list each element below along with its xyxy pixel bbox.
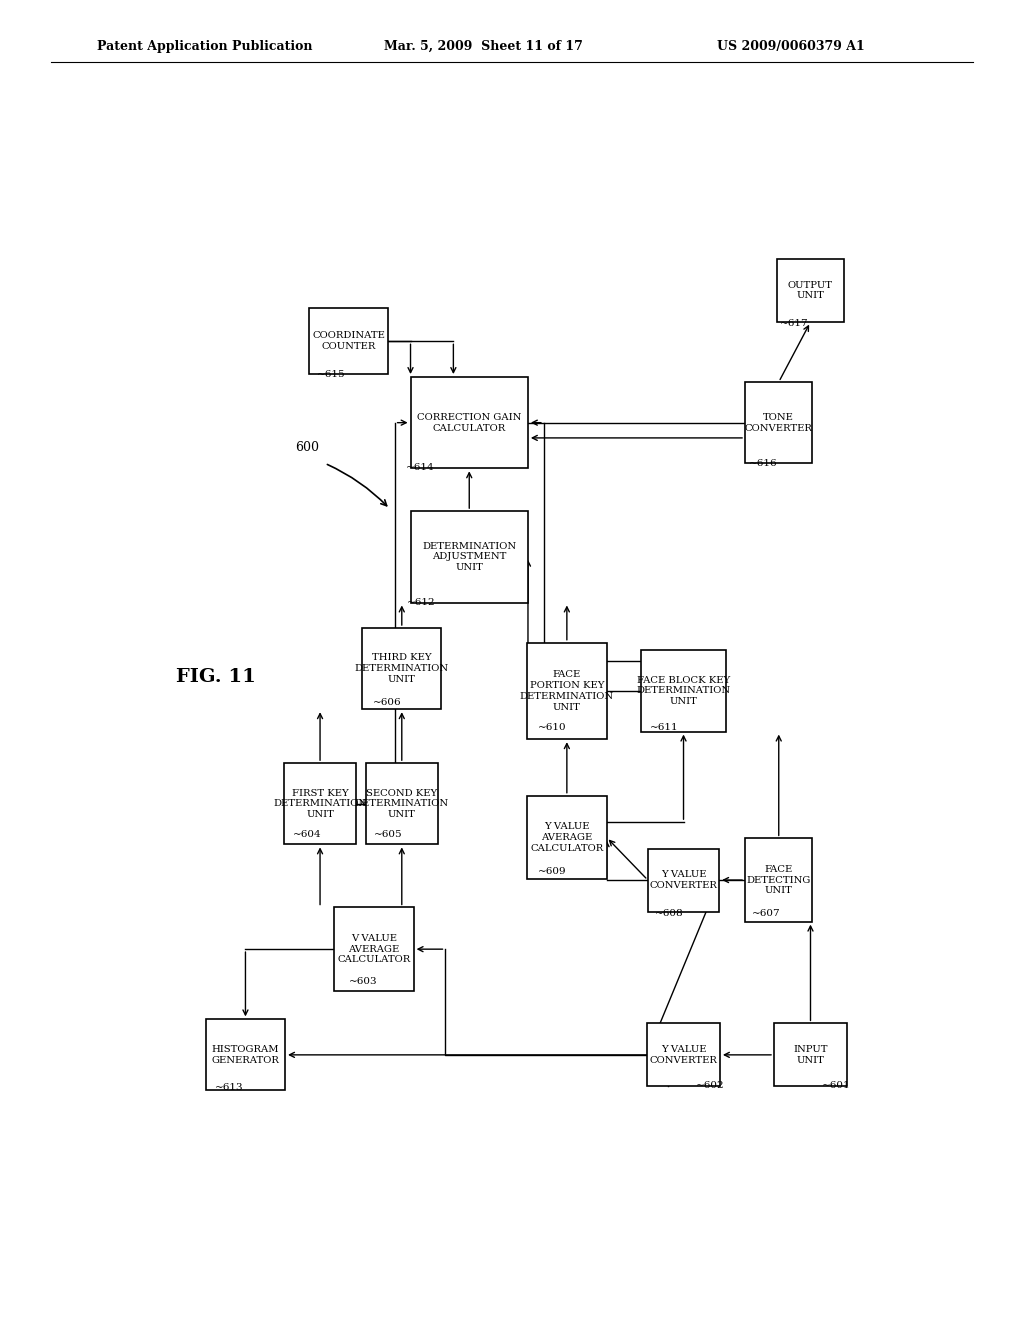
Text: ~612: ~612 xyxy=(408,598,436,607)
Text: ~616: ~616 xyxy=(749,459,777,469)
Text: 600: 600 xyxy=(295,441,318,454)
Text: INPUT
UNIT: INPUT UNIT xyxy=(794,1045,827,1065)
Text: FACE
DETECTING
UNIT: FACE DETECTING UNIT xyxy=(746,865,811,895)
Bar xyxy=(411,511,528,602)
Bar xyxy=(527,643,606,739)
Text: DETERMINATION
ADJUSTMENT
UNIT: DETERMINATION ADJUSTMENT UNIT xyxy=(422,541,516,572)
Text: ~611: ~611 xyxy=(650,722,679,731)
Text: ~606: ~606 xyxy=(373,698,401,708)
Text: ~610: ~610 xyxy=(538,722,566,731)
Text: TONE
CONVERTER: TONE CONVERTER xyxy=(744,413,813,433)
Text: Patent Application Publication: Patent Application Publication xyxy=(97,40,312,53)
Text: THIRD KEY
DETERMINATION
UNIT: THIRD KEY DETERMINATION UNIT xyxy=(354,653,449,684)
Text: ~617: ~617 xyxy=(780,319,809,329)
Text: HISTOGRAM
GENERATOR: HISTOGRAM GENERATOR xyxy=(212,1045,280,1065)
Text: Mar. 5, 2009  Sheet 11 of 17: Mar. 5, 2009 Sheet 11 of 17 xyxy=(384,40,583,53)
Text: US 2009/0060379 A1: US 2009/0060379 A1 xyxy=(717,40,864,53)
Bar xyxy=(309,309,388,375)
Bar xyxy=(777,259,844,322)
Text: ~601: ~601 xyxy=(822,1081,851,1090)
Bar xyxy=(334,907,414,991)
Text: ~605: ~605 xyxy=(374,830,402,840)
Text: Y VALUE
CONVERTER: Y VALUE CONVERTER xyxy=(649,1045,718,1065)
Text: Y VALUE
CONVERTER: Y VALUE CONVERTER xyxy=(649,870,718,890)
Text: ~607: ~607 xyxy=(752,908,780,917)
Text: ~608: ~608 xyxy=(655,908,684,917)
Text: SECOND KEY
DETERMINATION
UNIT: SECOND KEY DETERMINATION UNIT xyxy=(354,788,449,820)
Bar xyxy=(647,1023,720,1086)
Text: ~615: ~615 xyxy=(316,370,345,379)
Bar xyxy=(362,628,441,709)
Bar xyxy=(285,763,355,845)
Text: FACE BLOCK KEY
DETERMINATION
UNIT: FACE BLOCK KEY DETERMINATION UNIT xyxy=(637,676,730,706)
Bar xyxy=(745,838,812,921)
Text: OUTPUT
UNIT: OUTPUT UNIT xyxy=(788,281,833,301)
Text: V VALUE
AVERAGE
CALCULATOR: V VALUE AVERAGE CALCULATOR xyxy=(337,935,411,965)
Bar xyxy=(411,378,528,469)
Bar xyxy=(367,763,437,845)
Bar xyxy=(745,381,812,463)
Text: ~603: ~603 xyxy=(348,977,377,986)
Bar xyxy=(527,796,606,879)
Bar xyxy=(648,849,719,912)
Bar xyxy=(206,1019,285,1090)
Text: ~614: ~614 xyxy=(406,463,434,473)
Text: ~602: ~602 xyxy=(695,1081,724,1090)
Text: ~609: ~609 xyxy=(539,867,567,876)
Text: FIG. 11: FIG. 11 xyxy=(176,668,256,686)
Text: FACE
PORTION KEY
DETERMINATION
UNIT: FACE PORTION KEY DETERMINATION UNIT xyxy=(520,671,614,711)
Text: COORDINATE
COUNTER: COORDINATE COUNTER xyxy=(312,331,385,351)
Text: ~613: ~613 xyxy=(215,1084,244,1093)
Bar xyxy=(641,651,726,731)
Text: Y VALUE
AVERAGE
CALCULATOR: Y VALUE AVERAGE CALCULATOR xyxy=(530,822,603,853)
Bar xyxy=(774,1023,847,1086)
Text: FIRST KEY
DETERMINATION
UNIT: FIRST KEY DETERMINATION UNIT xyxy=(273,788,368,820)
Text: ~604: ~604 xyxy=(293,830,322,840)
Text: CORRECTION GAIN
CALCULATOR: CORRECTION GAIN CALCULATOR xyxy=(417,413,521,433)
